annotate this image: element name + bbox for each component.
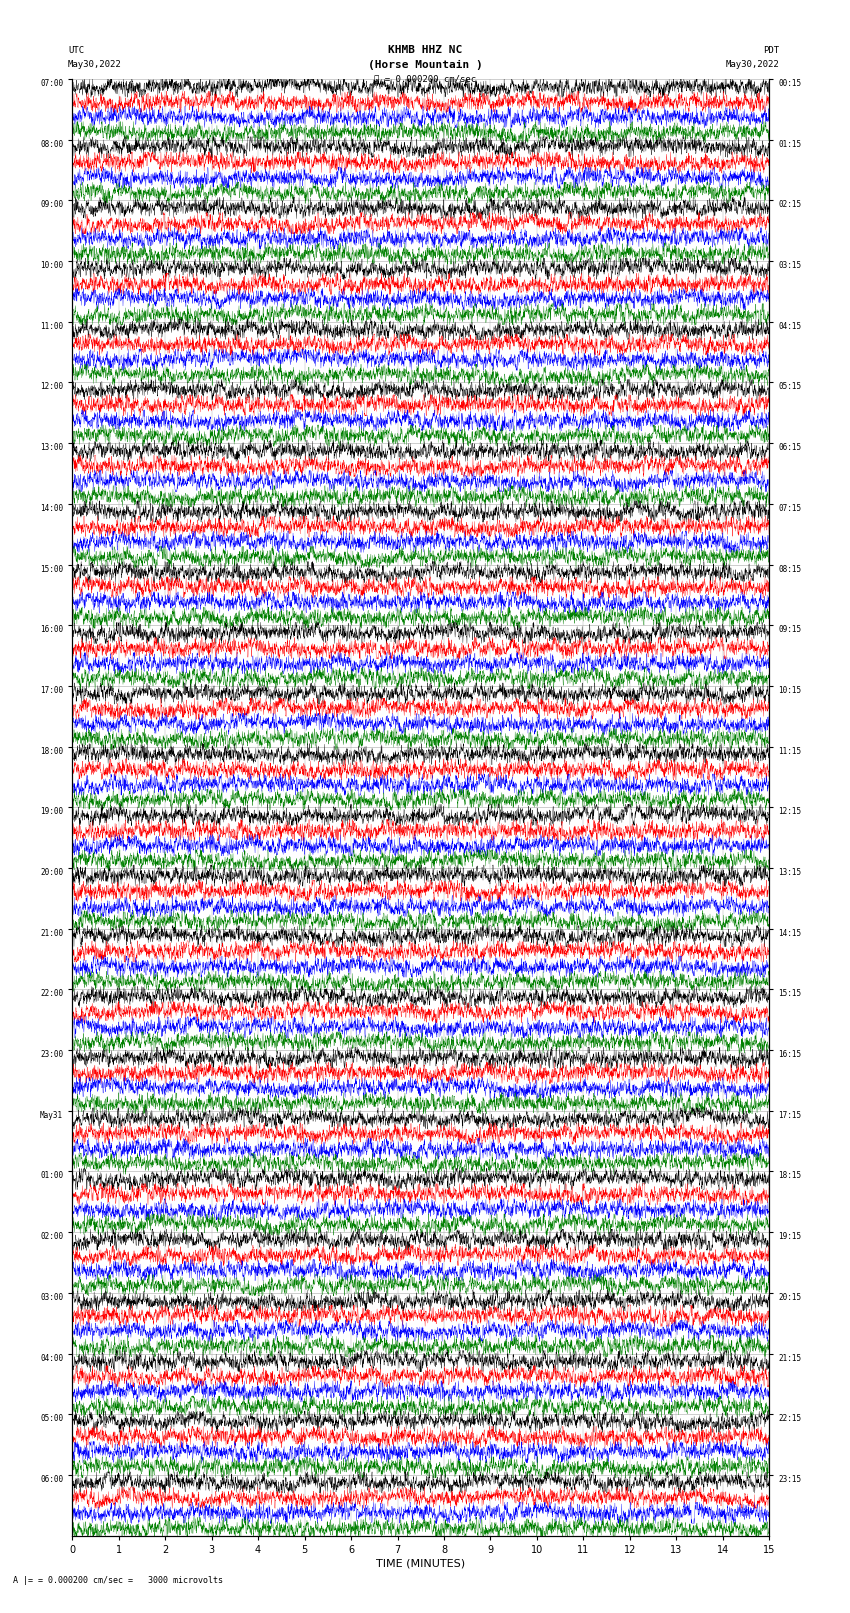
Text: UTC: UTC: [68, 45, 84, 55]
Text: ⎳ = 0.000200 cm/sec: ⎳ = 0.000200 cm/sec: [374, 74, 476, 84]
X-axis label: TIME (MINUTES): TIME (MINUTES): [377, 1558, 465, 1569]
Text: PDT: PDT: [763, 45, 779, 55]
Text: May30,2022: May30,2022: [68, 60, 122, 69]
Text: KHMB HHZ NC: KHMB HHZ NC: [388, 45, 462, 55]
Text: A |= = 0.000200 cm/sec =   3000 microvolts: A |= = 0.000200 cm/sec = 3000 microvolts: [13, 1576, 223, 1586]
Text: (Horse Mountain ): (Horse Mountain ): [367, 60, 483, 69]
Text: May30,2022: May30,2022: [726, 60, 779, 69]
